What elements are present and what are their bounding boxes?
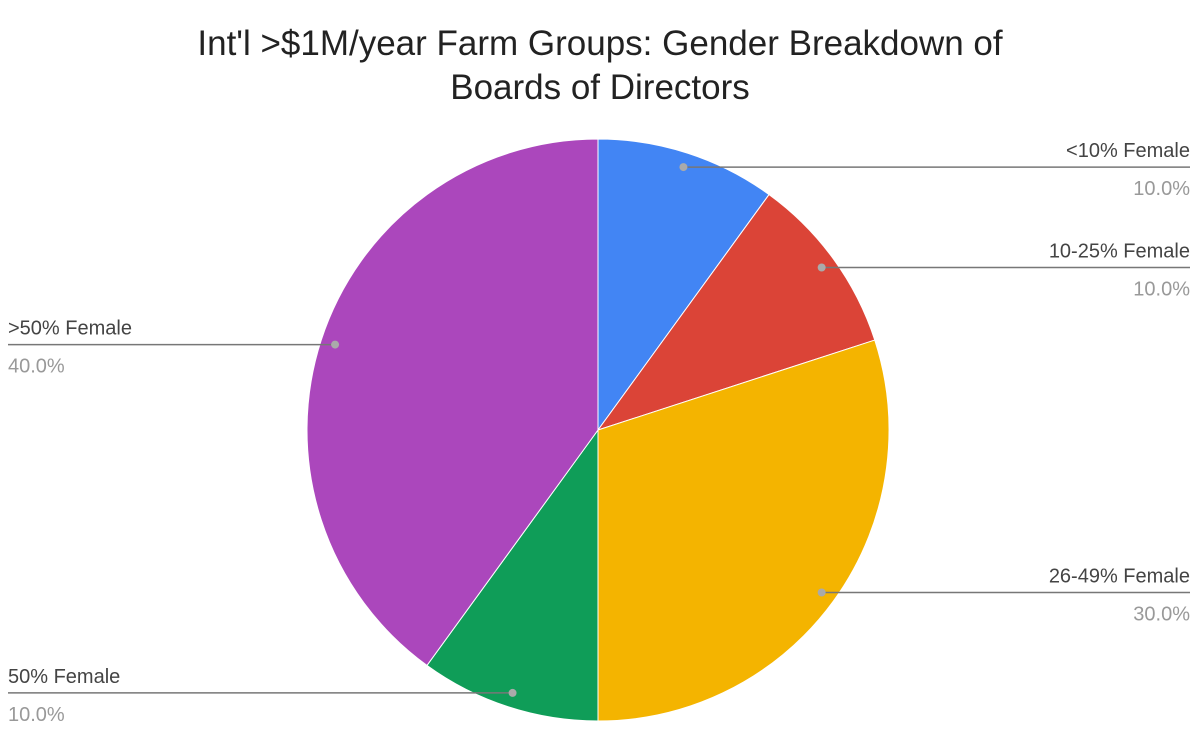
leader-dot <box>817 588 826 597</box>
pie-slice <box>597 138 770 432</box>
slice-value: 10.0% <box>1133 279 1190 301</box>
pie-slice <box>426 428 599 722</box>
slice-value: 10.0% <box>8 704 65 726</box>
pie-slice <box>306 138 599 667</box>
slice-value: 40.0% <box>8 356 65 378</box>
leader-dot <box>331 340 340 349</box>
slice-label: <10% Female <box>1066 140 1190 162</box>
slice-label: >50% Female <box>8 318 132 340</box>
pie-slice <box>596 193 876 431</box>
slice-value: 10.0% <box>1133 178 1190 200</box>
leader-dot <box>817 263 826 272</box>
leader-dot <box>679 163 688 172</box>
slice-label: 50% Female <box>8 666 120 688</box>
slice-label: 26-49% Female <box>1049 565 1190 587</box>
chart-title: Int'l >$1M/year Farm Groups: Gender Brea… <box>197 24 1003 107</box>
leader-dot <box>508 688 517 697</box>
pie-slice <box>597 339 890 722</box>
slice-label: 10-25% Female <box>1049 241 1190 263</box>
slice-value: 30.0% <box>1133 603 1190 625</box>
